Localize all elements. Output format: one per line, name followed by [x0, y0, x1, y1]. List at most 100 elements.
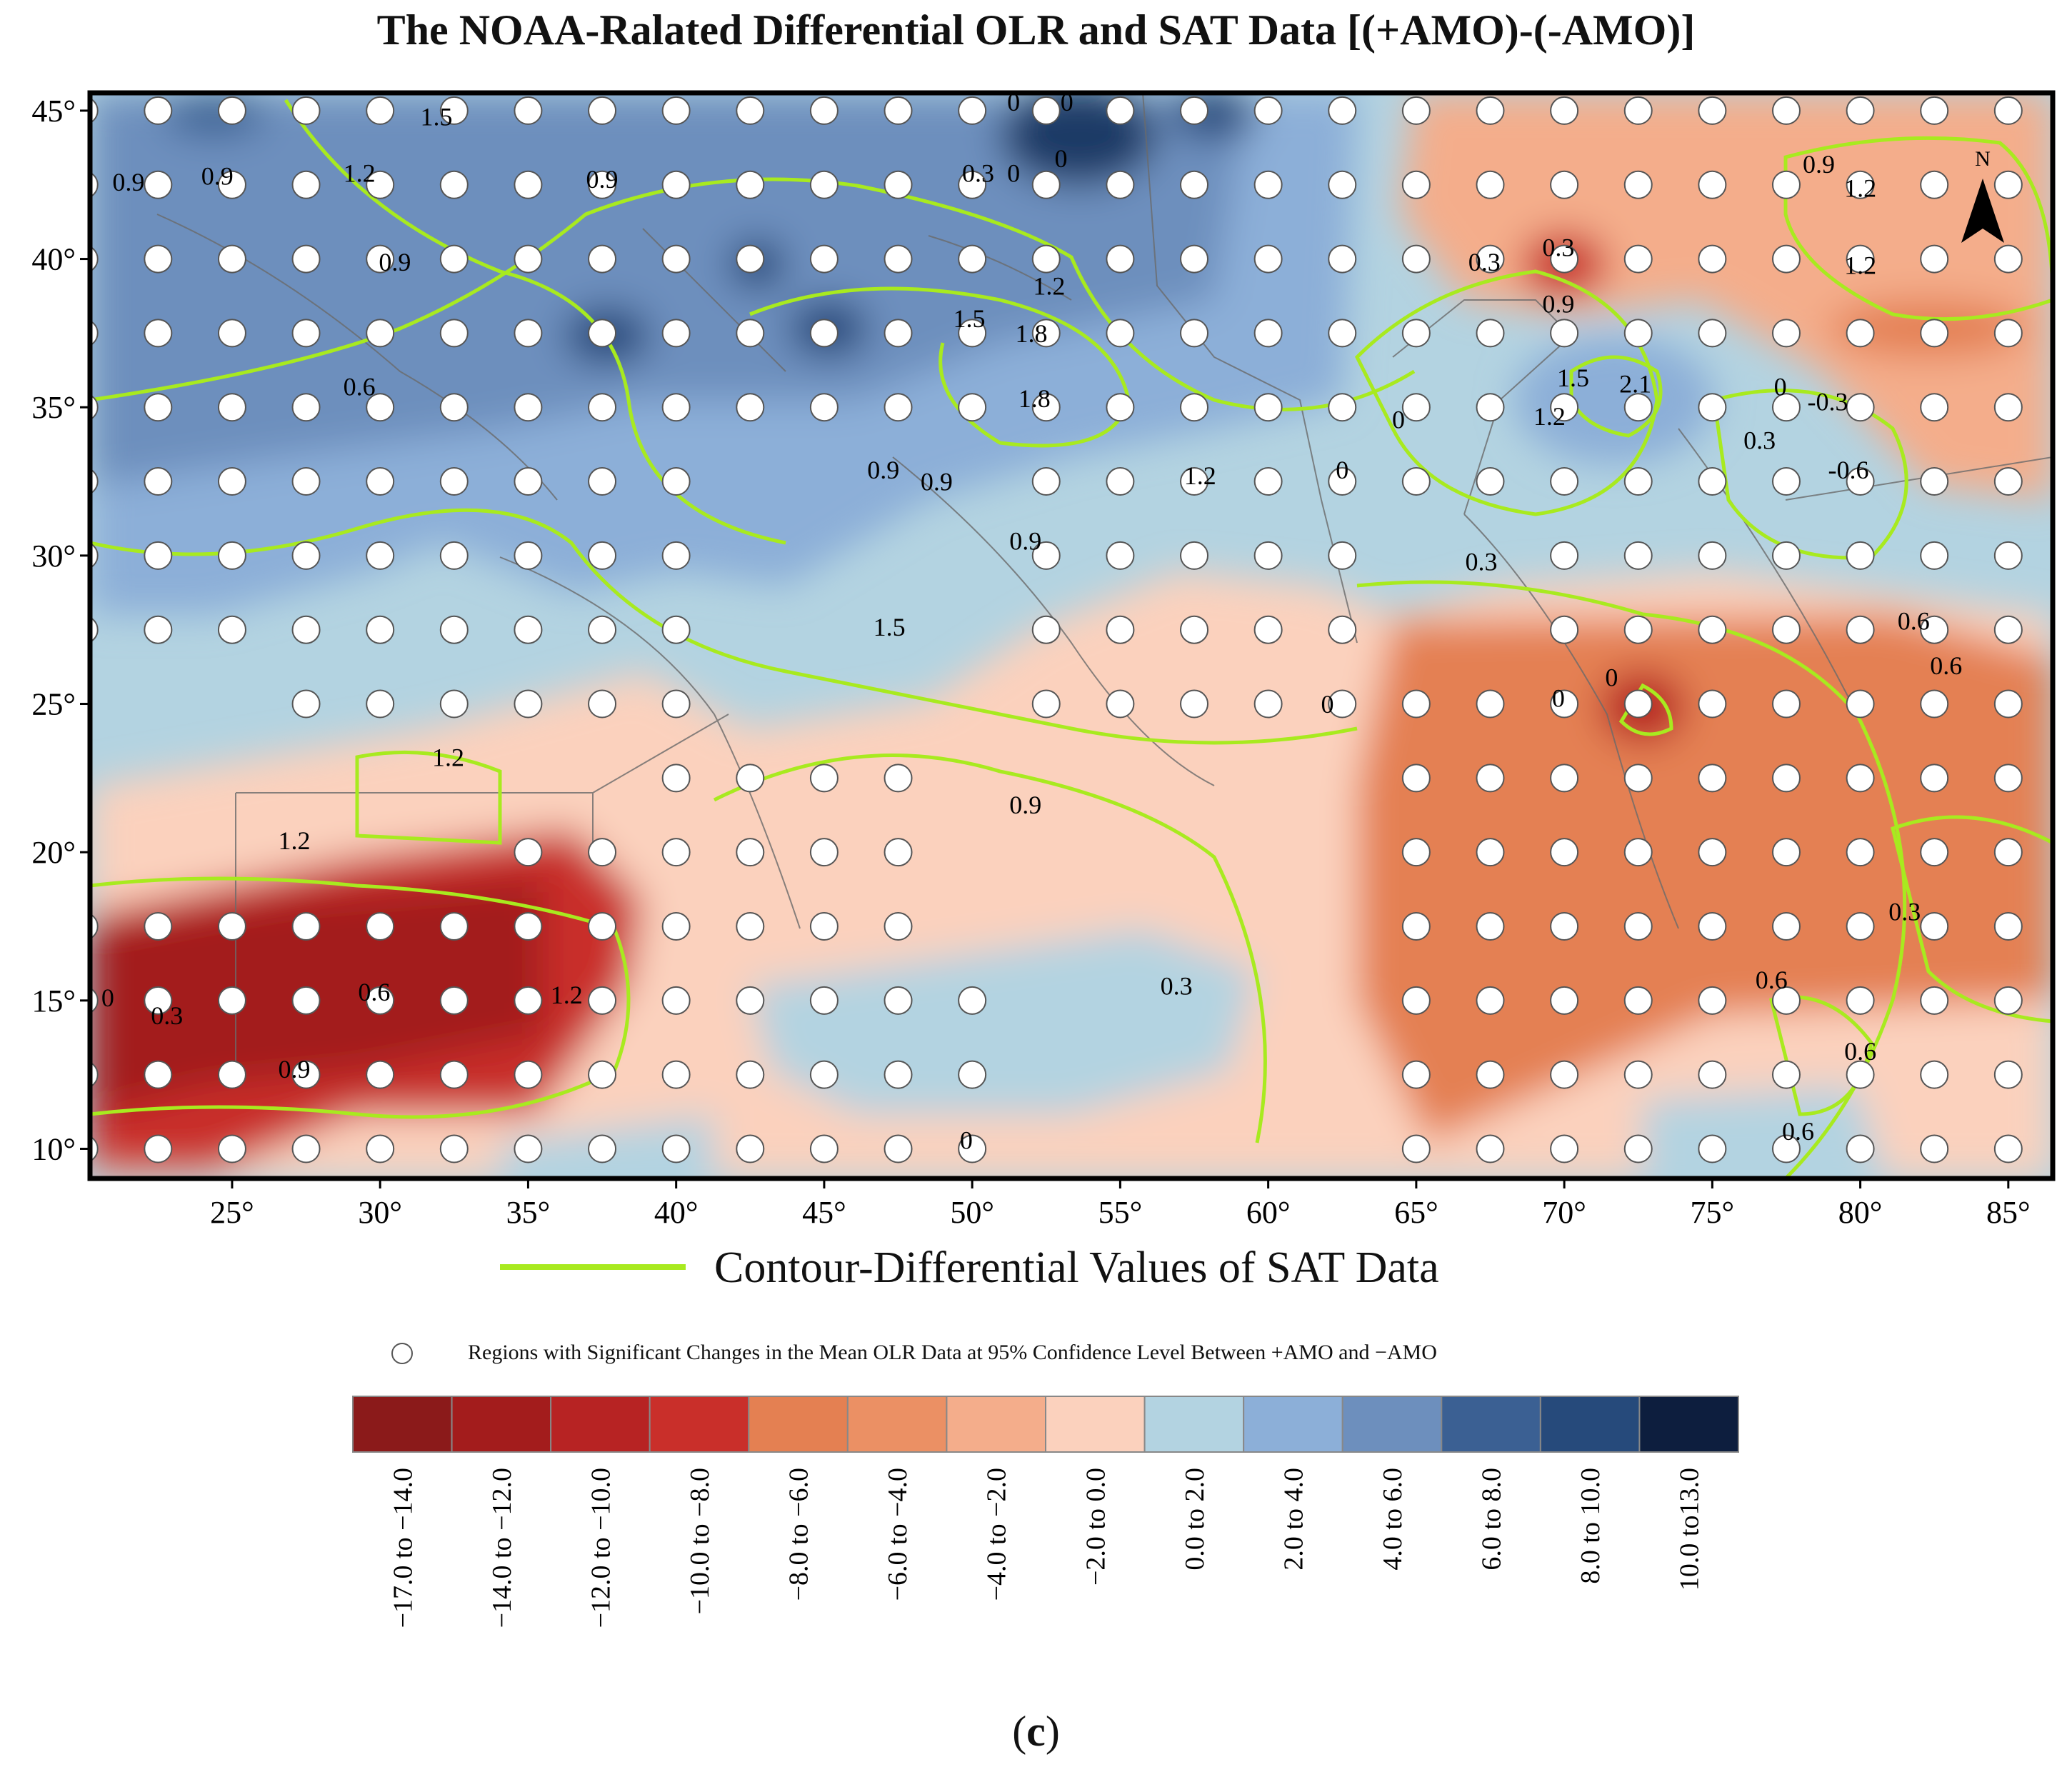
- colorbar-swatch: [1243, 1396, 1343, 1453]
- colorbar-label: 10.0 to13.0: [1675, 1468, 1705, 1591]
- significance-dot: [1623, 764, 1653, 793]
- significance-dot: [809, 96, 839, 125]
- y-tick-label: 30°: [31, 539, 76, 574]
- contour-label: -0.3: [1807, 387, 1848, 416]
- significance-dot: [1993, 96, 2023, 125]
- significance-dot: [1328, 170, 1357, 199]
- significance-dot: [1180, 467, 1209, 496]
- significance-dot: [366, 96, 395, 125]
- significance-dot: [1328, 244, 1357, 274]
- contour-label: 0: [1007, 159, 1020, 188]
- y-axis-ticks: 10° 15° 20° 25° 30° 35° 40° 45°: [31, 94, 90, 1166]
- colorbar-label: 6.0 to 8.0: [1477, 1468, 1507, 1571]
- significance-dot: [1920, 170, 1949, 199]
- border-coast-a: [499, 456, 1215, 929]
- significance-dot: [588, 911, 617, 941]
- significance-dot: [144, 1134, 173, 1163]
- contour-d: [90, 876, 631, 1119]
- significance-dot: [1031, 244, 1061, 274]
- significance-dot: [1771, 1060, 1801, 1089]
- significance-dot: [439, 615, 469, 644]
- significance-dot: [144, 467, 173, 496]
- significance-dot: [588, 319, 617, 348]
- significance-dot: [439, 393, 469, 422]
- significance-dot: [1476, 838, 1505, 867]
- contour-label: 0.6: [358, 978, 390, 1006]
- significance-dot: [809, 170, 839, 199]
- significance-dot: [1401, 1060, 1431, 1089]
- significance-dot: [514, 615, 543, 644]
- significance-dot: [661, 689, 691, 719]
- significance-dot: [1180, 96, 1209, 125]
- significance-dot: [1180, 244, 1209, 274]
- significance-dot: [439, 689, 469, 719]
- significance-dot: [1550, 319, 1579, 348]
- significance-dot: [588, 96, 617, 125]
- contour-label: 1.2: [1533, 402, 1566, 431]
- significance-dot: [736, 170, 765, 199]
- contour-label: 0.3: [1468, 248, 1501, 276]
- significance-dot: [1920, 541, 1949, 570]
- significance-dot: [1698, 838, 1727, 867]
- colorbar-label: 8.0 to 10.0: [1576, 1468, 1606, 1584]
- contour-label: 1.2: [1184, 461, 1216, 490]
- significance-dot: [1846, 1134, 1875, 1163]
- significance-dot: [1476, 244, 1505, 274]
- significance-dot: [1846, 986, 1875, 1015]
- significance-dot: [1550, 244, 1579, 274]
- significance-dot: [1253, 244, 1283, 274]
- significance-dot: [439, 1060, 469, 1089]
- significance-dot: [1846, 838, 1875, 867]
- significance-dot: [291, 541, 321, 570]
- significance-dot: [1401, 764, 1431, 793]
- significance-legend-icon: [391, 1343, 413, 1364]
- significance-dot: [1031, 96, 1061, 125]
- significance-dot: [1476, 764, 1505, 793]
- significance-dot: [1550, 689, 1579, 719]
- significance-dot: [1920, 393, 1949, 422]
- significance-dot: [1771, 541, 1801, 570]
- significance-dot: [1993, 838, 2023, 867]
- significance-dot: [1106, 96, 1135, 125]
- significance-dot: [1253, 615, 1283, 644]
- y-tick-label: 45°: [31, 94, 76, 129]
- contour-label: 1.5: [954, 304, 986, 333]
- significance-dot: [661, 393, 691, 422]
- significance-dot: [1550, 838, 1579, 867]
- significance-dot: [1920, 689, 1949, 719]
- blue-spot-e: [164, 93, 264, 136]
- significance-dot: [90, 616, 99, 643]
- significance-dot: [1920, 319, 1949, 348]
- significance-dot: [1031, 170, 1061, 199]
- contour-label: 0.3: [962, 159, 994, 188]
- colorbar-label: −2.0 to 0.0: [1081, 1468, 1111, 1586]
- x-axis-ticks: 25° 30° 35° 40° 45° 50° 55° 60° 65° 70° 75° 80° 85°: [210, 1178, 2031, 1230]
- contour-legend-label: Contour-Differential Values of SAT Data: [714, 1243, 1439, 1292]
- significance-dot: [1993, 244, 2023, 274]
- significance-dot: [1550, 615, 1579, 644]
- contour-e: [355, 750, 1267, 1143]
- significance-dot: [661, 615, 691, 644]
- significance-dot: [1476, 96, 1505, 125]
- significance-dot: [1771, 244, 1801, 274]
- significance-dot: [1623, 393, 1653, 422]
- colorbar-swatch: [1638, 1396, 1739, 1453]
- significance-dot: [884, 911, 913, 941]
- significance-dot: [1771, 467, 1801, 496]
- significance-dot: [884, 764, 913, 793]
- significance-dot: [661, 244, 691, 274]
- significance-dot: [1401, 467, 1431, 496]
- significance-dot: [809, 1134, 839, 1163]
- significance-dot: [1698, 96, 1727, 125]
- y-tick-label: 40°: [31, 242, 76, 277]
- significance-dot: [1401, 244, 1431, 274]
- contour-label: 0.9: [1009, 791, 1041, 819]
- significance-dot: [1550, 764, 1579, 793]
- significance-dot: [1920, 615, 1949, 644]
- significance-dot: [1328, 689, 1357, 719]
- significance-dot: [1920, 911, 1949, 941]
- contour-label: 0.9: [1542, 289, 1574, 318]
- significance-dot: [1846, 764, 1875, 793]
- colorbar-label: −17.0 to −14.0: [388, 1468, 418, 1628]
- significance-dot: [1476, 393, 1505, 422]
